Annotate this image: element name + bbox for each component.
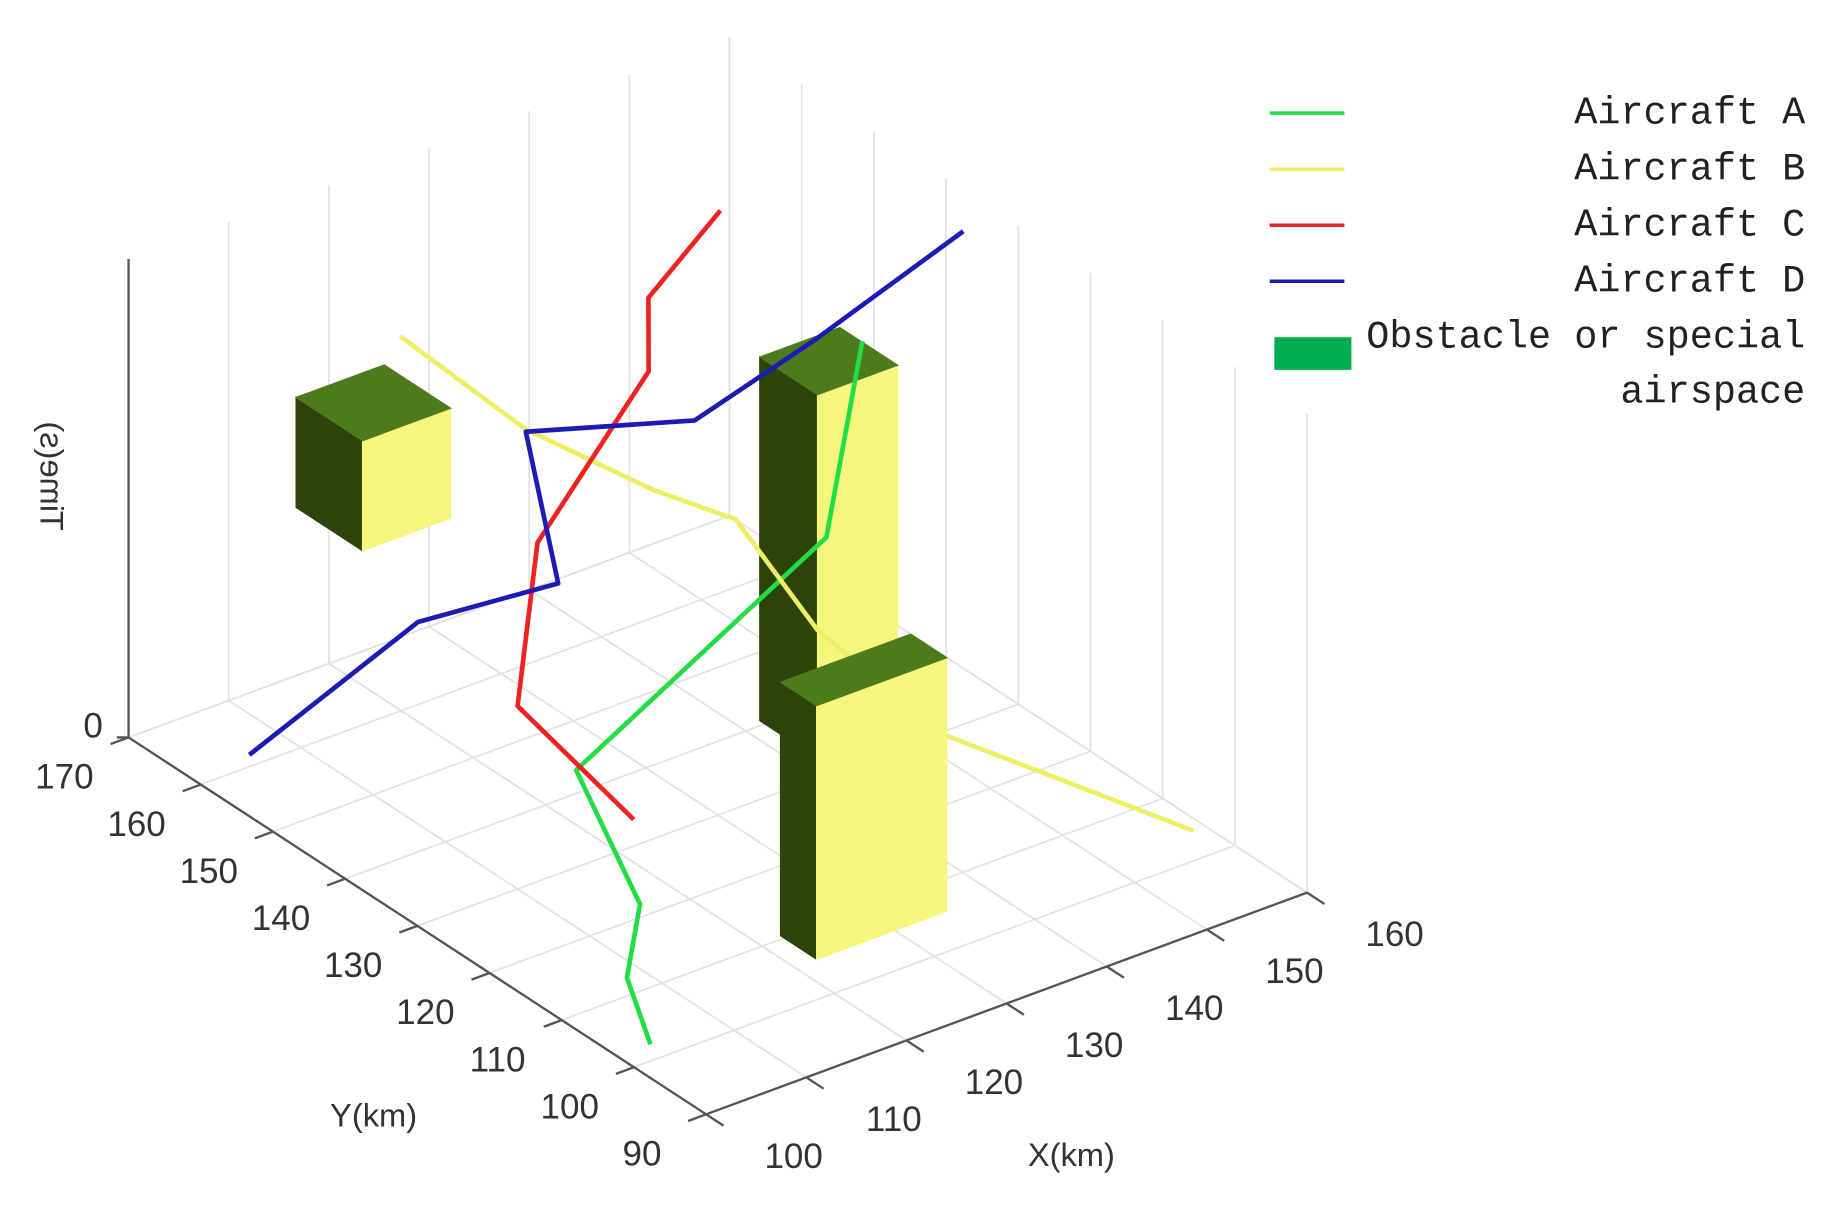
grid [127,37,1308,1116]
plot-front [779,633,949,961]
grid-line [128,514,730,739]
y-tick [615,1066,635,1075]
trajectory [573,340,865,1045]
obstacle-top [294,364,452,442]
y-tick [326,877,346,887]
legend-label: Aircraft B [1574,147,1805,191]
y-tick [182,783,202,793]
y-tick-label: 120 [396,993,454,1032]
y-tick [254,830,274,840]
x-tick [1206,928,1225,942]
y-tick-label: 170 [35,758,93,797]
x-tick-label: 100 [764,1137,822,1176]
x-tick-label: 110 [866,1100,922,1139]
y-tick-label: 150 [180,852,238,891]
x-tick-label: 120 [965,1063,1023,1102]
x-tick-label: 160 [1365,915,1423,954]
y-axis-label: Y(km) [330,1096,417,1133]
x-tick [1106,965,1125,979]
trajectory [247,229,965,757]
x-axis-label: X(km) [1028,1136,1115,1173]
y-tick [543,1019,563,1028]
z-axis-label: Time(s) [34,421,71,530]
obstacle-top [779,633,949,707]
y-tick [398,924,418,934]
grid-line [633,844,1236,1069]
y-tick-label: 100 [541,1087,599,1126]
x-tick [905,1039,925,1053]
legend-label: Aircraft D [1574,259,1805,303]
y-tick-label: 160 [107,805,165,844]
y-tick-label: 130 [324,946,382,985]
legend-label: Obstacle or special airspace [1366,316,1806,415]
y-tick-label: 90 [622,1135,661,1174]
y-tick [687,1113,707,1123]
legend-label: Aircraft A [1574,91,1806,135]
y-tick [471,971,490,981]
x-tick-label: 150 [1265,952,1323,991]
obstacle-side [779,681,818,961]
x-tick [1306,891,1326,905]
axes: 100 110 120 130 140 150 160 90 100 110 120 130 140 15… [35,259,1424,1176]
y-tick-label: 110 [470,1040,526,1079]
x-tick-label: 140 [1165,989,1223,1028]
x-tick [705,1113,725,1127]
z-tick-label: 0 [83,706,102,745]
x-tick-label: 130 [1065,1026,1123,1065]
grid-line [200,562,802,786]
x-tick [1005,1002,1025,1016]
trajectory [515,209,723,822]
legend-patch [1274,337,1352,370]
legend: Aircraft A Aircraft B Aircraft C Aircraft D… [1269,91,1806,415]
y-tick-label: 140 [252,899,310,938]
obstacle-front [815,656,948,961]
x-tick [805,1076,825,1090]
legend-label-box: Obstacle or special airspace [1366,316,1806,415]
legend-label: Aircraft C [1574,203,1805,247]
